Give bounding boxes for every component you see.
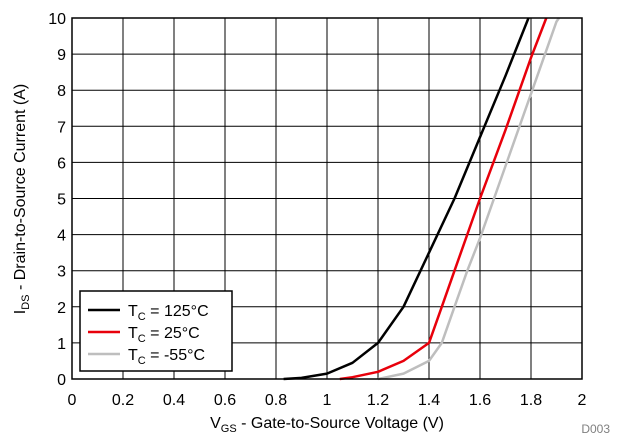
y-tick-label: 7 (57, 119, 66, 136)
series-line-1 (339, 17, 548, 381)
x-axis-label-main: V (210, 415, 221, 432)
x-axis-label-sub: GS (221, 423, 237, 435)
legend-label-1: TC = 25°C (128, 325, 200, 345)
y-tick-label: 6 (57, 155, 66, 172)
y-tick-label: 4 (57, 228, 66, 245)
y-tick-label: 3 (57, 264, 66, 281)
x-tick-label: 0 (68, 392, 77, 409)
x-axis-label: VGS - Gate-to-Source Voltage (V) (210, 415, 444, 435)
series-lines (283, 17, 561, 381)
series-line-2 (377, 17, 561, 381)
y-tick-labels: 0 1 2 3 4 5 6 7 8 9 10 (48, 11, 66, 389)
x-tick-label: 1.2 (367, 392, 389, 409)
y-tick-label: 9 (57, 47, 66, 64)
series-line-0 (283, 17, 530, 381)
y-tick-label: 1 (57, 336, 66, 353)
x-tick-label: 1.4 (418, 392, 440, 409)
legend-label-2: TC = -55°C (128, 347, 205, 367)
x-tick-label: 2 (578, 392, 587, 409)
legend: TC = 125°CTC = 25°CTC = -55°C (79, 290, 233, 372)
x-tick-label: 1 (323, 392, 332, 409)
y-tick-label: 0 (57, 372, 66, 389)
y-tick-label: 5 (57, 192, 66, 209)
figure-id-note: D003 (581, 422, 610, 436)
plot-frame (71, 17, 583, 380)
x-tick-label: 0.4 (163, 392, 185, 409)
y-axis-label: IDS - Drain-to-Source Current (A) (12, 84, 32, 314)
y-axis-label-rest: - Drain-to-Source Current (A) (12, 84, 29, 295)
y-axis-label-sub: DS (20, 294, 32, 309)
y-tick-label: 10 (48, 11, 66, 28)
x-tick-label: 0.2 (112, 392, 134, 409)
y-tick-label: 8 (57, 83, 66, 100)
x-axis-label-rest: - Gate-to-Source Voltage (V) (237, 415, 444, 432)
legend-label-0: TC = 125°C (128, 303, 209, 323)
x-tick-label: 1.8 (520, 392, 542, 409)
x-tick-labels: 0 0.2 0.4 0.6 0.8 1 1.2 1.4 1.6 1.8 2 (68, 392, 587, 409)
y-tick-label: 2 (57, 300, 66, 317)
x-tick-label: 0.6 (214, 392, 236, 409)
x-tick-label: 0.8 (265, 392, 287, 409)
y-axis-label-main: I (12, 310, 29, 314)
x-tick-label: 1.6 (469, 392, 491, 409)
